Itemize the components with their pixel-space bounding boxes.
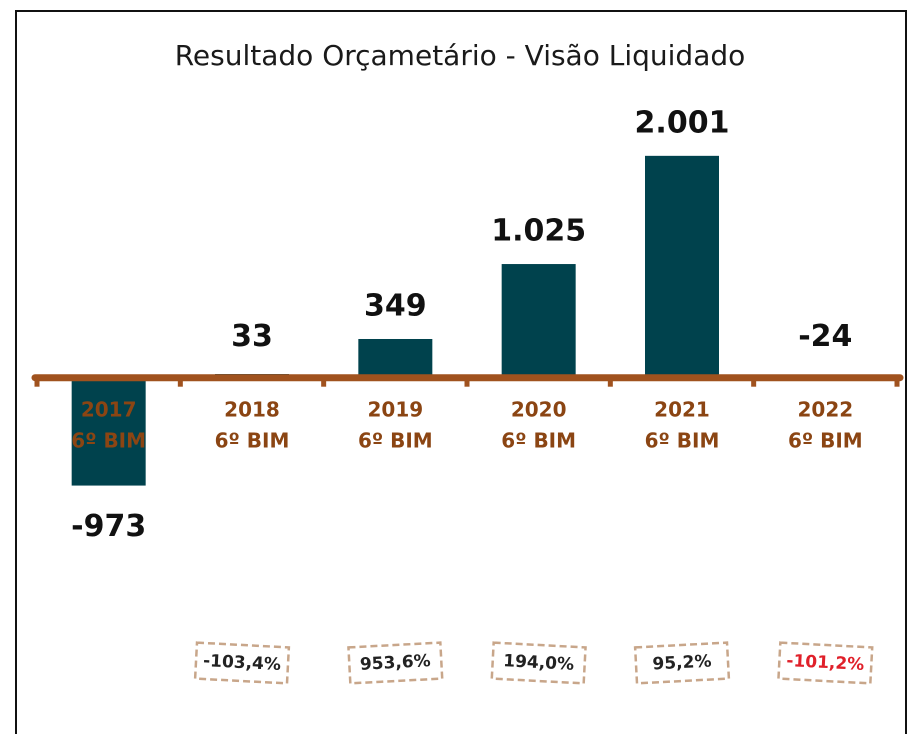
badge-border	[193, 641, 291, 685]
bar	[71, 377, 146, 486]
value-label: 1.025	[491, 214, 586, 249]
x-tick-label: 2018	[224, 398, 280, 422]
value-label: 2.001	[635, 105, 730, 140]
x-tick-label: 2017	[81, 398, 137, 422]
badge-border	[490, 641, 587, 685]
change-badge: 95,2%	[633, 641, 731, 685]
bar	[501, 264, 576, 378]
change-label: 95,2%	[652, 651, 712, 674]
badge-border	[347, 641, 444, 685]
value-label: 33	[231, 319, 273, 354]
bar	[358, 338, 433, 378]
value-label: -973	[71, 509, 146, 544]
badge-border	[777, 641, 874, 685]
x-tick-label: 2019	[367, 398, 423, 422]
x-tick-label: 2022	[797, 398, 853, 422]
x-tick-label: 6º BIM	[215, 429, 290, 453]
x-tick-label: 6º BIM	[71, 429, 146, 453]
change-badge: -103,4%	[193, 641, 291, 685]
value-label: 349	[364, 288, 427, 323]
chart-title: Resultado Orçametário - Visão Liquidado	[175, 39, 746, 72]
x-tick-label: 6º BIM	[788, 429, 863, 453]
change-label: -103,4%	[203, 651, 282, 675]
change-label: 194,0%	[503, 651, 575, 675]
change-badge: 953,6%	[347, 641, 444, 685]
change-badge: -101,2%	[777, 641, 874, 685]
x-tick-label: 6º BIM	[501, 429, 576, 453]
change-label: 953,6%	[359, 651, 431, 675]
x-tick-label: 2021	[654, 398, 710, 422]
x-tick-label: 6º BIM	[645, 429, 720, 453]
badge-border	[633, 641, 731, 685]
frame	[15, 10, 907, 734]
change-label: -101,2%	[786, 651, 865, 675]
bar	[645, 155, 719, 378]
change-badge: 194,0%	[490, 641, 587, 685]
x-tick-label: 2020	[511, 398, 567, 422]
x-tick-label: 6º BIM	[358, 429, 433, 453]
value-label: -24	[798, 319, 852, 354]
